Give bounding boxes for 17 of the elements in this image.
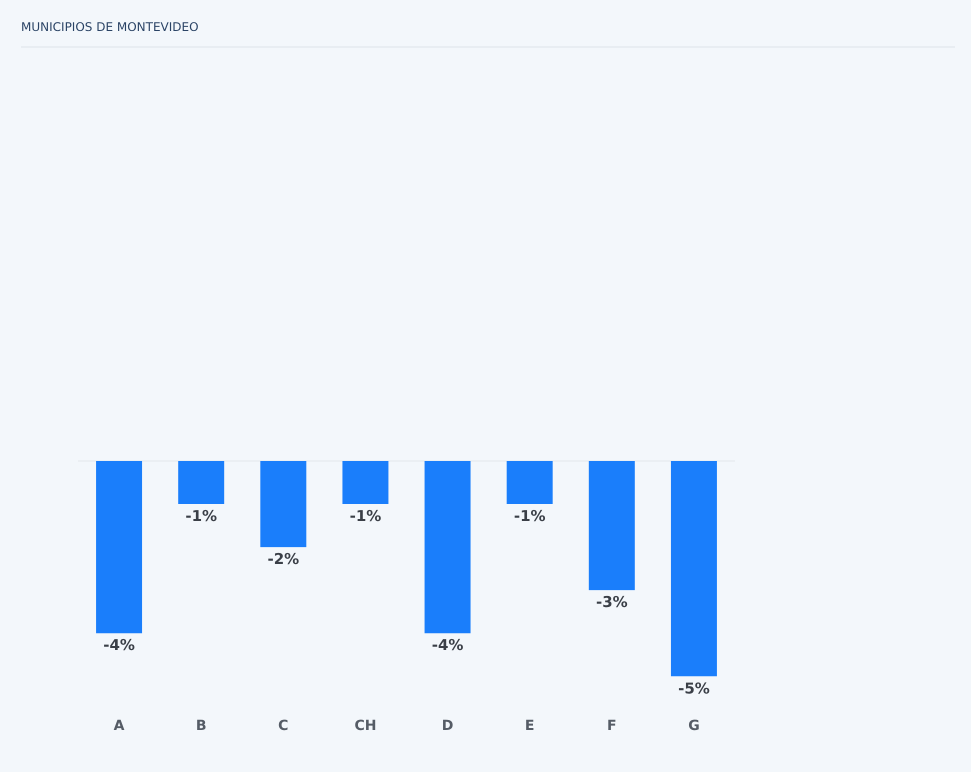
x-tick-label: CH: [354, 718, 376, 734]
data-label: -1%: [514, 507, 546, 526]
x-tick-label: C: [278, 718, 288, 734]
data-label: -5%: [678, 679, 710, 698]
data-label: -2%: [267, 550, 300, 568]
x-tick-label: D: [442, 718, 454, 734]
x-tick-label: F: [607, 718, 617, 734]
data-label: -1%: [350, 507, 382, 526]
chart-title: MUNICIPIOS DE MONTEVIDEO: [21, 20, 199, 34]
data-label: -4%: [103, 636, 135, 654]
x-tick-label: E: [524, 718, 534, 734]
x-tick-label: B: [196, 718, 207, 734]
x-tick-label: G: [688, 718, 700, 734]
data-label: -3%: [596, 593, 628, 612]
data-label: -4%: [432, 636, 464, 654]
data-label: -1%: [185, 507, 218, 526]
x-tick-label: A: [114, 718, 125, 734]
